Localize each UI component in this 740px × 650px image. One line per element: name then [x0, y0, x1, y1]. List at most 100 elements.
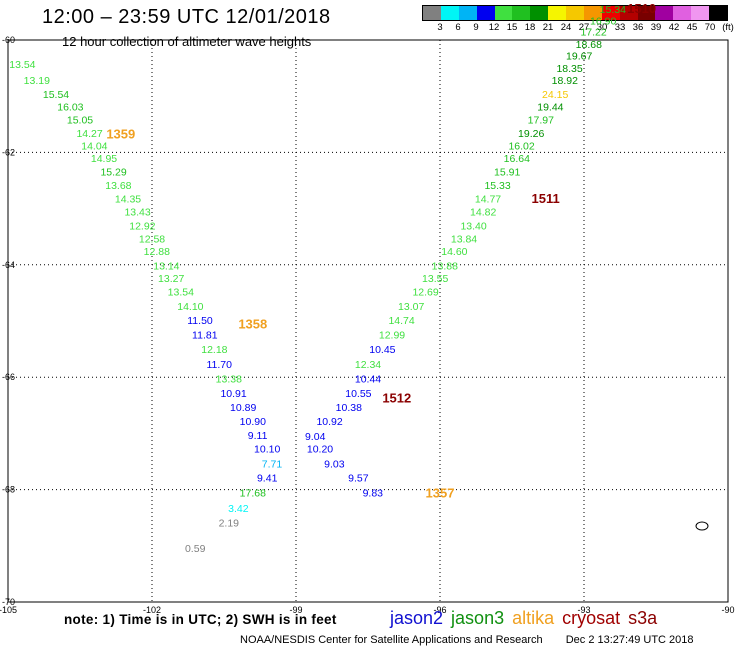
legend-jason3: jason3 [451, 608, 505, 628]
wave-height-label: 17.68 [240, 487, 266, 499]
units-note: note: 1) Time is in UTC; 2) SWH is in fe… [64, 612, 337, 627]
wave-height-label: 3.42 [228, 503, 249, 515]
wave-height-label: 15.54 [43, 89, 69, 101]
latitude-tick-label: -62 [2, 147, 15, 157]
wave-height-label: 15.91 [494, 166, 520, 178]
wave-height-label: 15.05 [67, 115, 93, 127]
longitude-tick-label: -96 [433, 605, 446, 615]
wave-height-label: 10.55 [345, 388, 371, 400]
wave-height-label: 10.90 [240, 416, 266, 428]
colorbar-label: 70 [704, 22, 716, 33]
wave-height-label: 14.10 [177, 301, 203, 313]
pass-time-label: 1359 [106, 126, 135, 141]
wave-height-label: 15.34 [600, 4, 626, 16]
colorbar-label: 45 [686, 22, 698, 33]
colorbar-label: 18 [524, 22, 536, 33]
wave-height-label: 14.74 [388, 315, 414, 327]
colorbar-label: 15 [506, 22, 518, 33]
latitude-tick-label: -60 [2, 35, 15, 45]
wave-height-label: 12.58 [139, 233, 165, 245]
colorbar-swatch [476, 6, 495, 20]
wave-height-label: 11.70 [206, 359, 232, 371]
wave-height-label: 12.88 [144, 246, 170, 258]
map-axis-ticks: -105 -102 -99 -96 -93 -90 -60 -62 -64 -66 -68 -70 [0, 35, 735, 615]
wave-height-label: 19.26 [518, 128, 544, 140]
wave-height-label: 10.44 [355, 373, 381, 385]
colorbar-swatch [637, 6, 656, 20]
page-subtitle: 12 hour collection of altimeter wave hei… [62, 34, 312, 49]
wave-height-label: 18.35 [556, 63, 582, 75]
colorbar-label: 3 [437, 22, 443, 33]
wave-height-label: 13.84 [451, 233, 477, 245]
colorbar-label: 36 [632, 22, 644, 33]
wave-height-label: 14.60 [441, 246, 467, 258]
legend-jason2: jason2 [390, 608, 444, 628]
wave-height-label: 14.82 [470, 206, 496, 218]
wave-height-label: 19.44 [537, 101, 563, 113]
pass-time-label: 1510 [627, 1, 656, 16]
wave-height-label: 9.41 [257, 473, 278, 485]
colorbar-label: (ft) [722, 22, 734, 33]
pass-time-label: 1512 [382, 390, 411, 405]
map-gridlines [8, 40, 728, 602]
colorbar-labels: 3 6 9 12 15 18 21 24 27 30 33 36 39 42 45 70 (ft) [422, 22, 734, 36]
wave-height-label: 13.40 [460, 220, 486, 232]
colorbar-label: 30 [596, 22, 608, 33]
colorbar-label: 9 [473, 22, 479, 33]
longitude-tick-label: -105 [0, 605, 17, 615]
wave-height-label: 12.34 [355, 359, 381, 371]
wave-height-label: 2.19 [219, 518, 240, 530]
pass-time-label: 1511 [531, 191, 559, 206]
page-title: 12:00 – 23:59 UTC 12/01/2018 [42, 6, 331, 28]
wave-height-label: 18.92 [552, 75, 578, 87]
wave-height-label: 10.45 [369, 344, 395, 356]
satellite-legend: jason2 jason3 altika cryosat s3a [390, 608, 665, 629]
footer-credit: NOAA/NESDIS Center for Satellite Applica… [240, 634, 543, 646]
colorbar-swatch [655, 6, 674, 20]
wave-height-label: 9.03 [324, 459, 345, 471]
colorbar-swatch [673, 6, 692, 20]
footer-timestamp: Dec 2 13:27:49 UTC 2018 [565, 634, 694, 646]
pass-time-label: 1358 [238, 316, 267, 331]
colorbar-label: 12 [488, 22, 500, 33]
wave-height-label: 12.99 [379, 329, 405, 341]
colorbar-swatch [583, 6, 602, 20]
wave-height-label: 18.68 [576, 39, 602, 51]
wave-height-label: 12.92 [129, 220, 155, 232]
colorbar-swatch [548, 6, 566, 20]
wave-height-label: 9.04 [305, 431, 326, 443]
wave-height-label: 17.22 [580, 27, 606, 39]
latitude-tick-label: -64 [2, 260, 15, 270]
wave-height-label: 13.27 [158, 273, 184, 285]
wave-height-label: 7.71 [262, 459, 283, 471]
wave-height-label: 16.64 [504, 153, 530, 165]
wave-height-label: 0.59 [185, 543, 206, 555]
colorbar-swatch [601, 6, 620, 20]
colorbar-label: 24 [560, 22, 572, 33]
wave-height-label: 10.89 [230, 402, 256, 414]
wave-height-label: 10.92 [316, 416, 342, 428]
legend-cryosat: cryosat [562, 608, 621, 628]
legend-altika: altika [512, 608, 555, 628]
longitude-tick-label: -93 [577, 605, 590, 615]
wave-height-label: 13.14 [153, 260, 179, 272]
wave-height-label: 11.81 [192, 329, 218, 341]
wave-height-label: 13.54 [168, 287, 194, 299]
wave-height-label: 19.67 [566, 51, 592, 63]
wave-height-label: 14.04 [81, 141, 107, 153]
wave-height-label: 16.02 [508, 141, 534, 153]
map-frame [7, 39, 729, 603]
wave-height-label: 14.35 [115, 193, 141, 205]
wave-height-label: 9.11 [248, 430, 268, 442]
wave-height-label: 13.68 [105, 180, 131, 192]
wave-height-label: 16.90 [590, 15, 616, 27]
wave-height-label: 15.33 [484, 180, 510, 192]
colorbar-swatch [440, 6, 459, 20]
colorbar-swatch [512, 6, 531, 20]
latitude-tick-label: -68 [2, 485, 15, 495]
wave-height-label: 12.69 [412, 287, 438, 299]
wave-height-label: 13.55 [422, 273, 448, 285]
latitude-tick-label: -70 [2, 597, 15, 607]
